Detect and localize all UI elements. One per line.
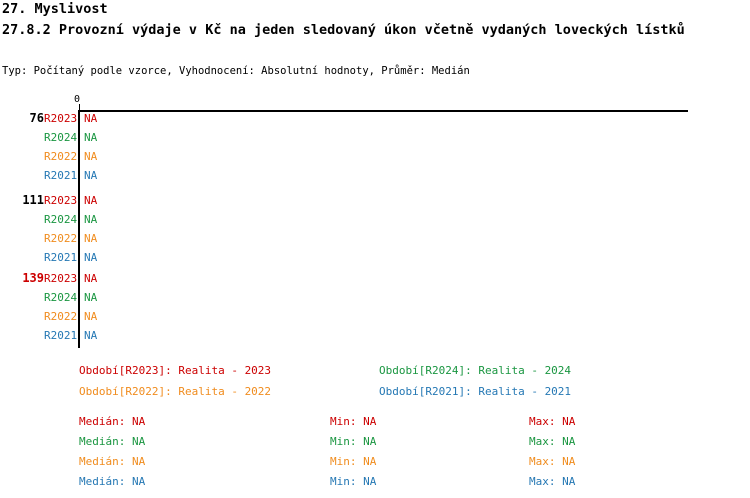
table-row-value: NA [84,150,98,163]
stat-median-r2024: Medián: NA [79,435,146,448]
chart-plot-area [0,88,750,358]
group-total-label: 76 [29,111,44,125]
table-row-period-label: R2021 [44,329,78,342]
table-row-period-label: R2024 [44,291,78,304]
stat-max-r2022: Max: NA [529,455,576,468]
table-row-period-label: R2022 [44,150,78,163]
legend-item-r2024: Období[R2024]: Realita - 2024 [379,364,572,377]
table-row-value: NA [84,251,98,264]
table-row-value: NA [84,169,98,182]
report-subtitle: Typ: Počítaný podle vzorce, Vyhodnocení:… [2,65,470,77]
stat-median-r2022: Medián: NA [79,455,146,468]
stat-min-r2023: Min: NA [330,415,377,428]
group-total-label: 111 [22,193,44,207]
table-row-period-label: R2021 [44,169,78,182]
legend-item-r2021: Období[R2021]: Realita - 2021 [379,385,572,398]
stat-max-r2021: Max: NA [529,475,576,488]
table-row-period-label: R2022 [44,310,78,323]
stat-max-r2023: Max: NA [529,415,576,428]
table-row-period-label: R2022 [44,232,78,245]
table-row-period-label: R2024 [44,213,78,226]
axis-baseline-vertical [78,110,81,348]
table-row-value: NA [84,310,98,323]
table-row-value: NA [84,329,98,342]
stat-max-r2024: Max: NA [529,435,576,448]
table-row-period-label: R2023 [44,112,78,125]
stat-median-r2021: Medián: NA [79,475,146,488]
table-row-value: NA [84,131,98,144]
table-row-period-label: R2021 [44,251,78,264]
table-row-value: NA [84,291,98,304]
stat-min-r2021: Min: NA [330,475,377,488]
table-row-period-label: R2023 [44,272,78,285]
legend-item-r2022: Období[R2022]: Realita - 2022 [79,385,272,398]
axis-top-line [79,110,688,112]
table-row-value: NA [84,232,98,245]
table-row-value: NA [84,112,98,125]
legend-item-r2023: Období[R2023]: Realita - 2023 [79,364,272,377]
table-row-value: NA [84,272,98,285]
table-row-value: NA [84,213,98,226]
axis-tick-mark [79,104,80,110]
stat-median-r2023: Medián: NA [79,415,146,428]
stat-min-r2024: Min: NA [330,435,377,448]
group-total-label-highlighted: 139 [22,271,44,285]
chapter-heading: 27. Myslivost [2,1,108,17]
table-row-value: NA [84,194,98,207]
page-title: 27.8.2 Provozní výdaje v Kč na jeden sle… [2,22,685,38]
table-row-period-label: R2024 [44,131,78,144]
axis-tick-label-zero: 0 [74,94,81,105]
table-row-period-label: R2023 [44,194,78,207]
stat-min-r2022: Min: NA [330,455,377,468]
